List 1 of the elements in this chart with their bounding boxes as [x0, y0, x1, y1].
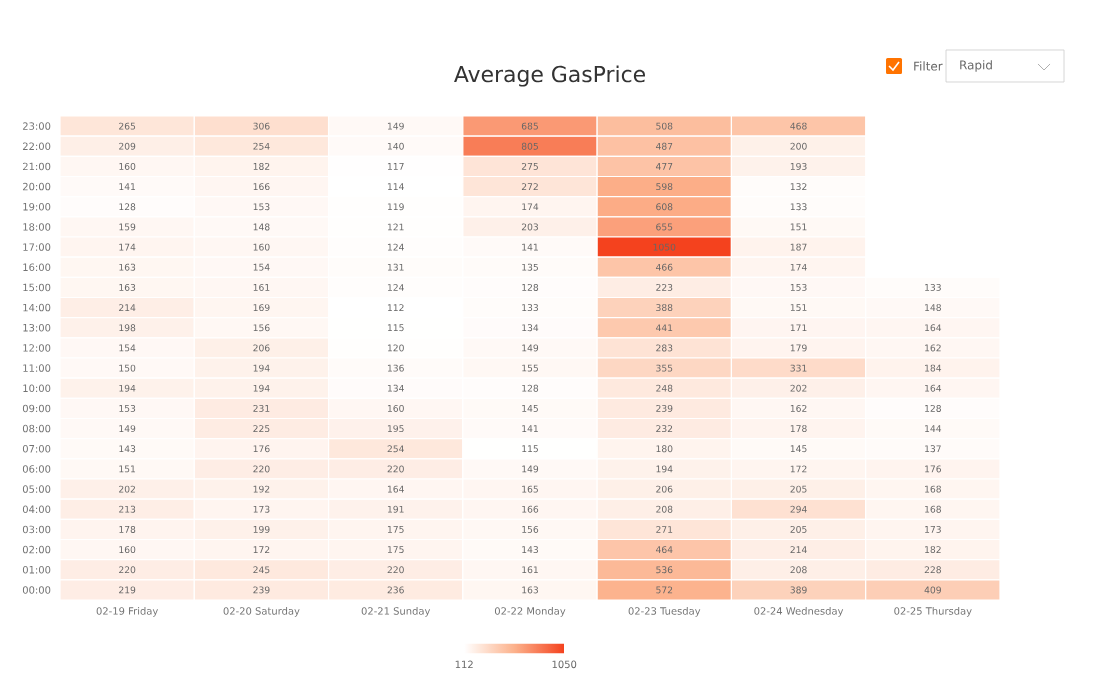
chart-title: Average GasPrice	[454, 65, 645, 87]
